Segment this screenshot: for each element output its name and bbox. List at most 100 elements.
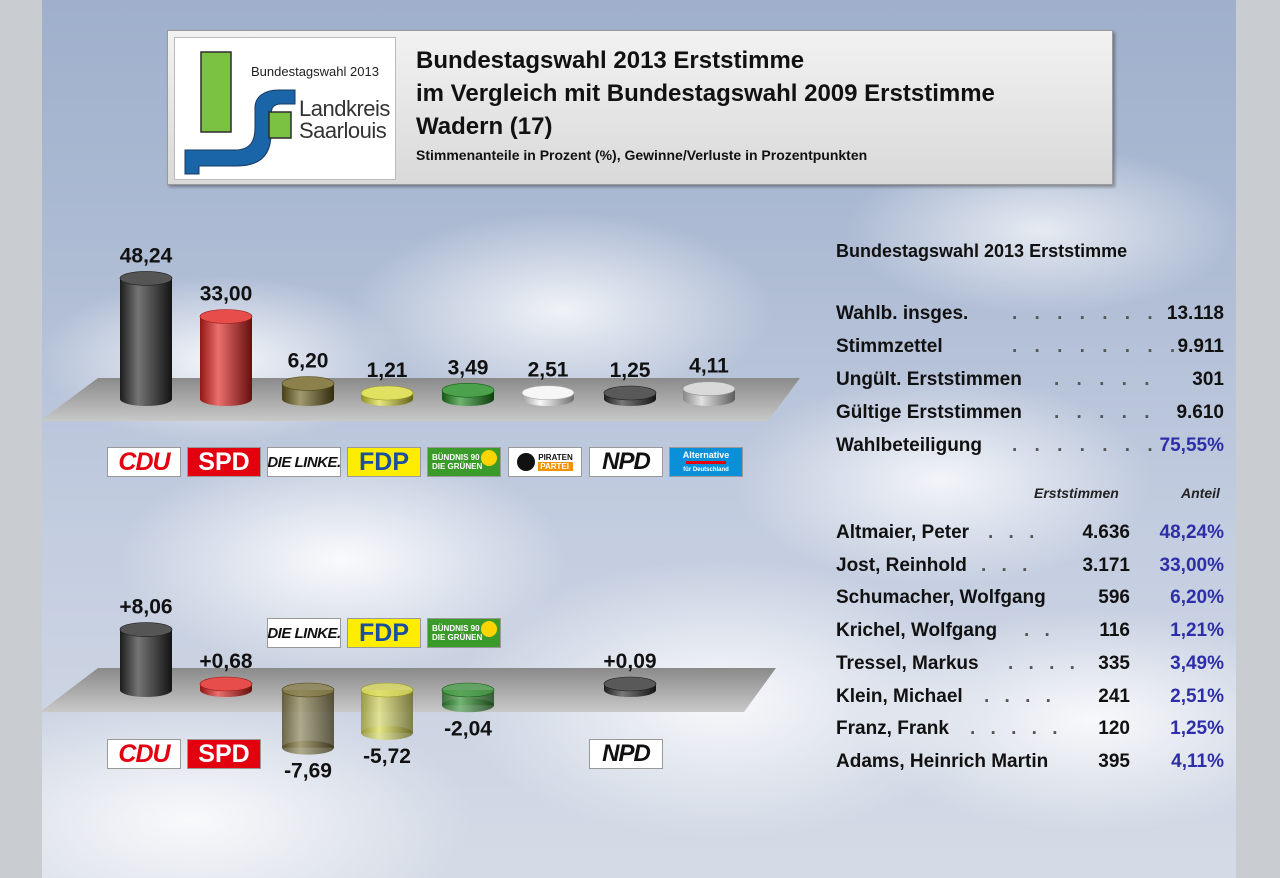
change-bar-dielinke (281, 682, 335, 755)
candidate-row: Klein, Michael . . . . 241 2,51% (836, 686, 1226, 710)
stat-label: Wahlbeteiligung (836, 435, 983, 456)
results-title: Bundestagswahl 2013 Erststimme (836, 241, 1128, 261)
candidate-name: Tressel, Markus (836, 652, 979, 674)
page-title-line1: Bundestagswahl 2013 Erststimme (416, 47, 805, 74)
piraten-line1: PIRATEN (538, 453, 573, 462)
gruene-line2: DIE GRÜNEN (432, 462, 483, 471)
change-bar-cdu (119, 622, 173, 697)
bar-value-label: 4,11 (689, 355, 729, 378)
candidate-row: Krichel, Wolfgang . . 116 1,21% (836, 620, 1226, 644)
page-subtitle: Stimmenanteile in Prozent (%), Gewinne/V… (416, 147, 868, 163)
gruene-line1: BÜNDNIS 90 (432, 624, 480, 633)
candidate-share: 1,21% (1170, 620, 1224, 642)
change-value-label: -2,04 (444, 717, 492, 740)
candidate-share: 4,11% (1171, 750, 1224, 772)
candidate-name: Jost, Reinhold (836, 554, 967, 576)
candidate-votes: 4.636 (1082, 522, 1130, 543)
stat-dots: . . . . . . . . (1012, 303, 1182, 324)
stat-value: 9.610 (1176, 402, 1224, 423)
candidate-share: 6,20% (1170, 587, 1224, 609)
logo-die-linke-2: DIE LINKE. (267, 618, 341, 648)
change-bar-grne (441, 682, 495, 713)
candidate-row: Schumacher, Wolfgang 596 6,20% (836, 587, 1226, 611)
afd-red-stripe (686, 460, 726, 464)
bar-value-label: 48,24 (120, 244, 173, 267)
bar-npd (603, 385, 657, 406)
bar-afd (682, 381, 736, 406)
stat-value: 301 (1192, 369, 1224, 390)
stat-dots: . . . . . (1054, 369, 1156, 390)
stat-row: Wahlb. insges. . . . . . . . . 13.118 (836, 303, 1226, 327)
column-header-votes: Erststimmen (1034, 485, 1119, 501)
candidate-share: 1,25% (1170, 718, 1224, 740)
stat-value: 9.911 (1177, 336, 1225, 357)
stat-label: Wahlb. insges. (836, 303, 969, 324)
gruene-line2: DIE GRÜNEN (432, 633, 483, 642)
logo-piraten: PIRATEN PARTEI (508, 447, 582, 477)
logo-spd-2: SPD (187, 739, 261, 769)
afd-line1: Alternative (682, 449, 730, 460)
bar-value-label: 2,51 (528, 359, 569, 382)
candidate-name: Franz, Frank (836, 718, 949, 740)
candidate-votes: 120 (1098, 718, 1130, 740)
landkreis-logo: Bundestagswahl 2013 Landkreis Saarlouis (174, 37, 396, 180)
gruene-line1: BÜNDNIS 90 (432, 453, 480, 462)
change-value-label: -5,72 (363, 745, 411, 768)
stat-dots: . . . . . . . . (1012, 336, 1182, 357)
bar-charts: 48,24 33,00 6,20 1,21 3,49 2,51 1,25 4,11 +8,06… (40, 244, 800, 783)
page-title-line2: im Vergleich mit Bundestagswahl 2009 Ers… (416, 80, 995, 107)
change-value-label: +8,06 (119, 596, 172, 619)
candidate-dots: . . . (981, 554, 1033, 576)
logo-gruene-2: BÜNDNIS 90 DIE GRÜNEN (427, 618, 501, 648)
candidate-votes: 596 (1098, 587, 1130, 609)
candidate-votes: 241 (1098, 685, 1130, 707)
candidate-share: 33,00% (1159, 554, 1224, 576)
bar-cdu (119, 271, 173, 406)
candidate-dots: . . . . . (970, 718, 1063, 740)
logo-cdu-2: CDU (107, 739, 181, 769)
stat-label: Gültige Erststimmen (836, 402, 1022, 423)
stat-label: Ungült. Erststimmen (836, 369, 1022, 390)
bar-value-label: 1,21 (367, 359, 408, 382)
header-panel: Bundestagswahl 2013 Landkreis Saarlouis … (167, 30, 1113, 185)
page-title-line3: Wadern (17) (416, 113, 553, 140)
candidate-votes: 335 (1098, 652, 1130, 674)
column-header-share: Anteil (1181, 485, 1220, 501)
change-value-label: -7,69 (284, 760, 332, 783)
change-value-label: +0,68 (199, 650, 252, 673)
afd-line2: für Deutschland (683, 466, 729, 473)
logo-fdp-2: FDP (347, 618, 421, 648)
candidate-name: Klein, Michael (836, 685, 963, 707)
bar-value-label: 6,20 (288, 350, 329, 373)
logo-afd: Alternative für Deutschland (669, 447, 743, 477)
candidate-row: Tressel, Markus . . . . 335 3,49% (836, 653, 1226, 677)
candidate-votes: 116 (1099, 620, 1130, 642)
stat-label: Stimmzettel (836, 336, 943, 357)
stat-value: 75,55% (1159, 435, 1224, 456)
logo-npd-2: NPD (589, 739, 663, 769)
candidate-name: Altmaier, Peter (836, 522, 970, 543)
stat-dots: . . . . . . . (1012, 435, 1159, 456)
candidate-name: Krichel, Wolfgang (836, 620, 998, 642)
change-bar-npd (603, 676, 657, 697)
change-value-label: +0,09 (603, 650, 656, 673)
candidate-name: Adams, Heinrich Martin (836, 750, 1049, 772)
stat-row: Stimmzettel . . . . . . . . 9.911 (836, 336, 1226, 360)
candidate-dots: . . . (988, 522, 1040, 543)
sunflower-icon (481, 621, 497, 637)
piraten-line2: PARTEI (538, 462, 573, 471)
bar-spd (199, 309, 253, 406)
candidate-row: Adams, Heinrich Martin 395 4,11% (836, 751, 1226, 775)
candidate-dots: . . . . (1008, 652, 1080, 674)
bar-piraten (521, 385, 575, 406)
candidate-row: Franz, Frank . . . . . 120 1,25% (836, 718, 1226, 742)
stat-row: Wahlbeteiligung . . . . . . . 75,55% (836, 435, 1226, 459)
bar-dielinke (281, 376, 335, 406)
logo-npd: NPD (589, 447, 663, 477)
candidate-row: Altmaier, Peter . . . 4.636 48,24% (836, 522, 1226, 546)
logo-gruene: BÜNDNIS 90 DIE GRÜNEN (427, 447, 501, 477)
candidate-share: 3,49% (1170, 652, 1224, 674)
candidate-name: Schumacher, Wolfgang (836, 587, 1046, 609)
sunflower-icon (481, 450, 497, 466)
change-bar-spd (199, 676, 253, 697)
